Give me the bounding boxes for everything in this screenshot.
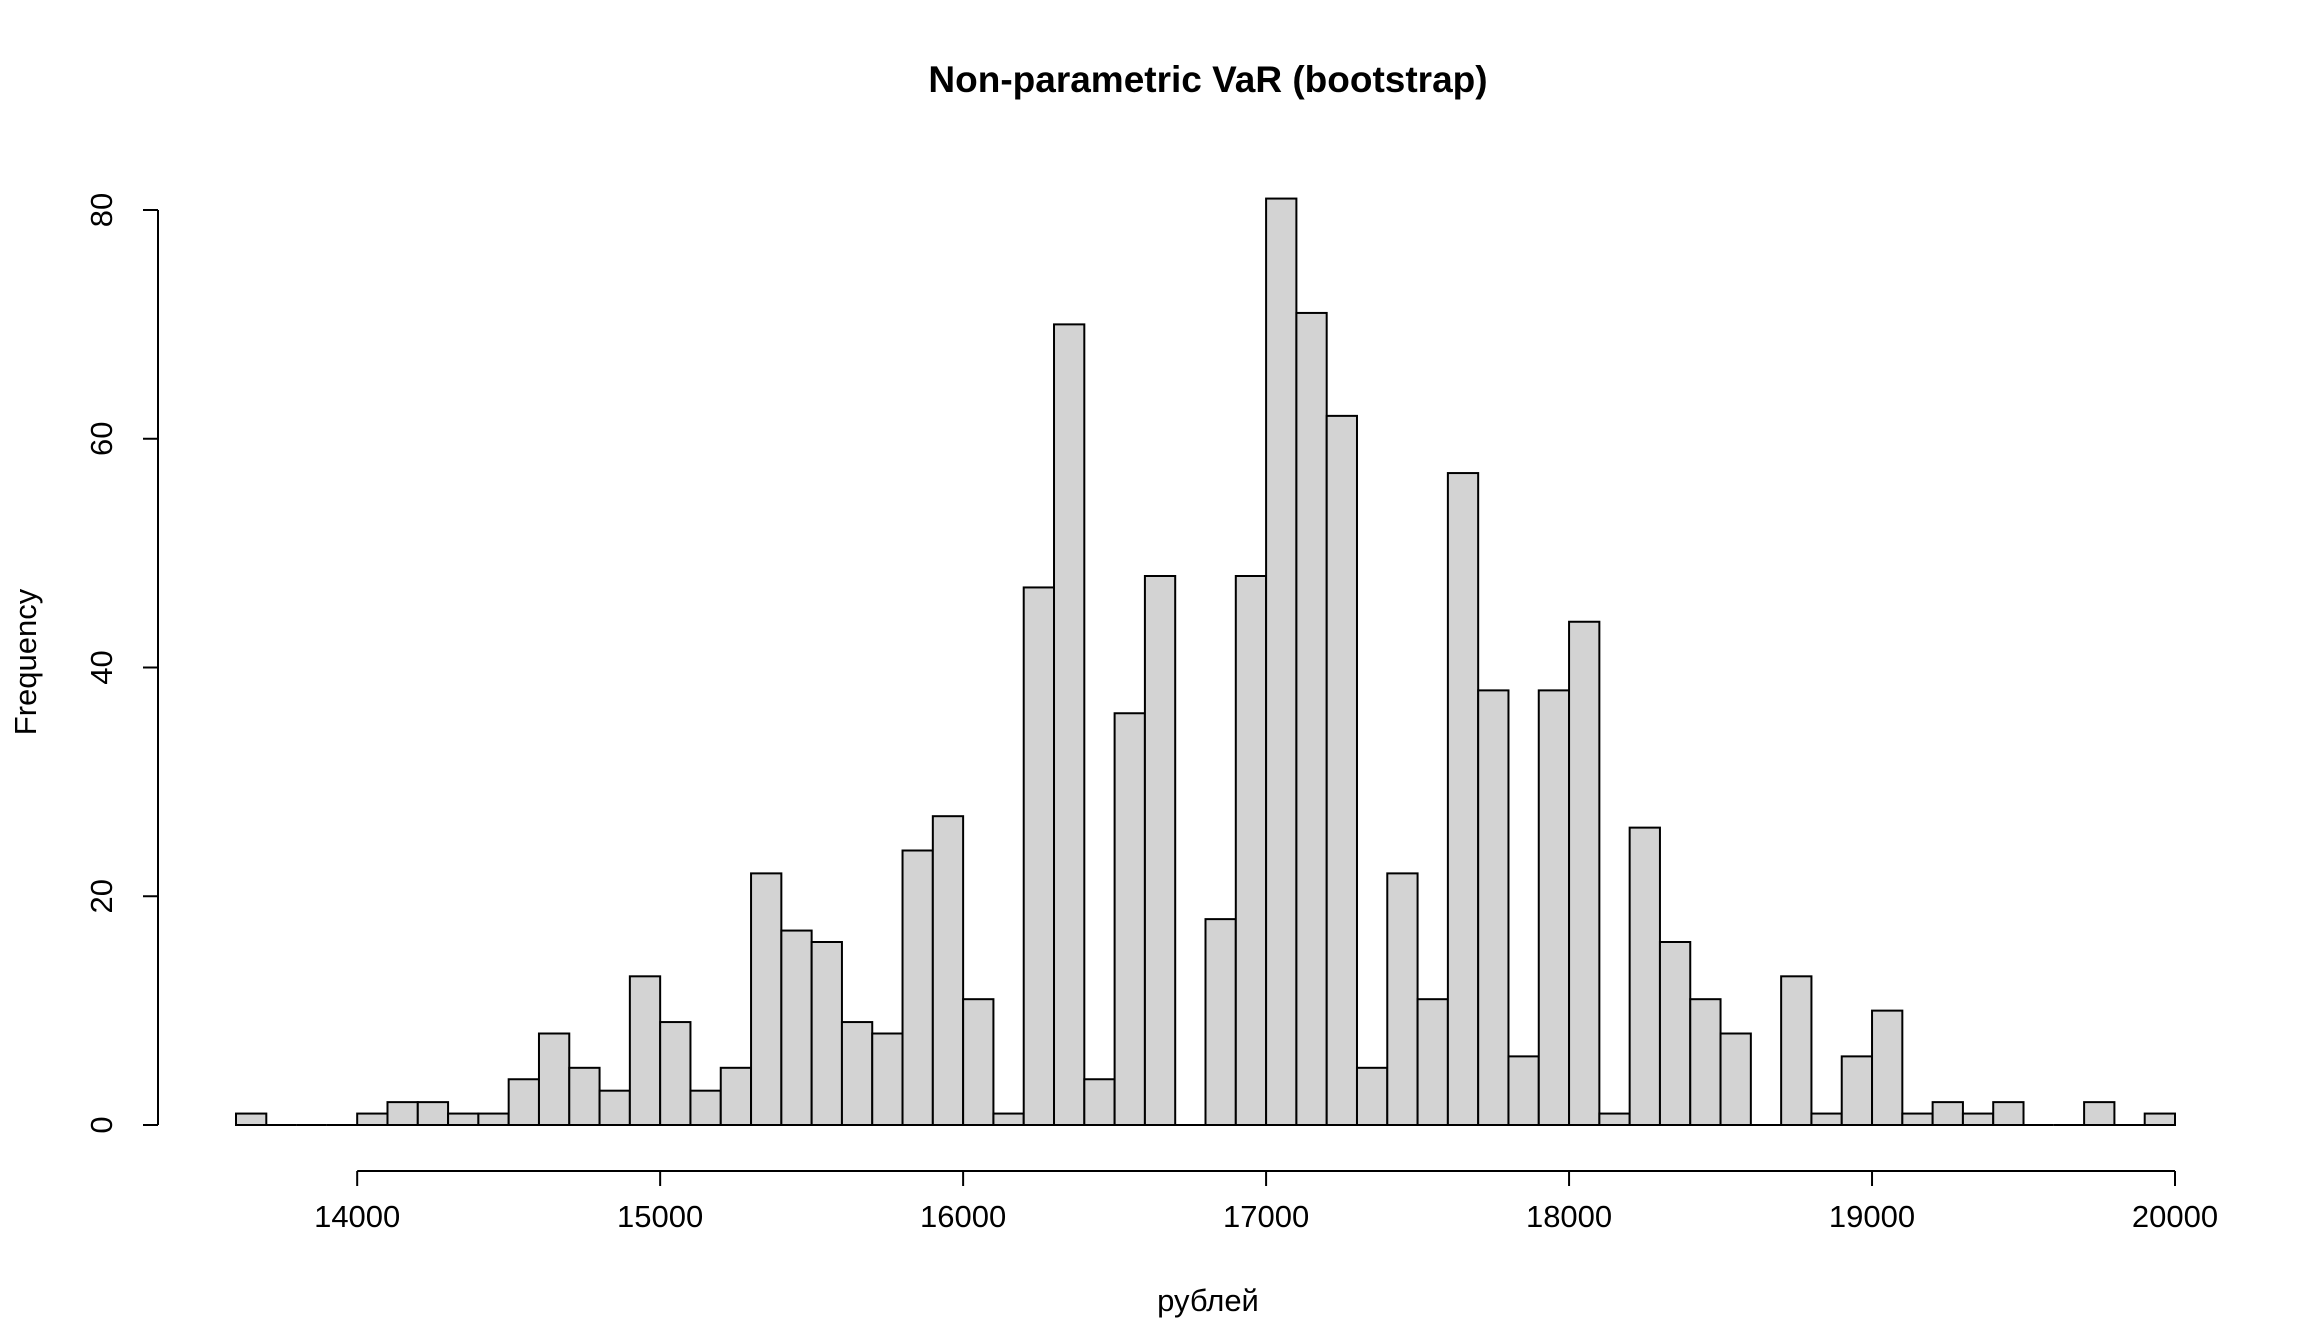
y-tick-label: 20 — [84, 879, 119, 913]
histogram-bar — [901, 849, 934, 1126]
histogram-bar — [1022, 586, 1056, 1126]
histogram-bar — [1477, 689, 1510, 1126]
histogram-bar — [386, 1101, 419, 1126]
histogram-bar — [235, 1112, 268, 1126]
x-tick-label: 20000 — [2132, 1199, 2218, 1234]
histogram-bar — [1658, 941, 1692, 1126]
histogram-bar — [416, 1101, 450, 1126]
y-tick-label: 0 — [84, 1116, 119, 1133]
histogram-bar — [2143, 1112, 2176, 1126]
histogram-bar — [659, 1021, 692, 1126]
histogram-bar — [1810, 1112, 1843, 1126]
histogram-bar — [1295, 311, 1328, 1126]
histogram-bar — [1628, 826, 1661, 1126]
histogram-bar — [1840, 1055, 1874, 1126]
histogram-bar — [568, 1066, 601, 1126]
histogram-bar — [750, 872, 783, 1126]
y-tick-label: 40 — [84, 650, 119, 684]
histogram-bar — [598, 1089, 631, 1126]
histogram-bar — [871, 1032, 904, 1126]
histogram-bar — [1265, 197, 1298, 1126]
x-tick-label: 14000 — [314, 1199, 400, 1234]
histogram-bar — [628, 975, 662, 1126]
histogram-bar — [992, 1112, 1025, 1126]
histogram-bar — [1355, 1066, 1389, 1126]
histogram-bar — [1234, 575, 1268, 1126]
y-axis: 0 20 40 60 80 — [84, 193, 159, 1134]
histogram-bar — [1568, 620, 1601, 1126]
histogram-bar — [2083, 1101, 2116, 1126]
histogram-bar — [840, 1021, 874, 1126]
histogram-bar — [1992, 1101, 2025, 1126]
histogram-bar — [1325, 414, 1358, 1126]
histogram-bar — [1416, 998, 1449, 1126]
histogram-bar — [1083, 1078, 1116, 1126]
histogram-bar — [1931, 1101, 1964, 1126]
histogram-bar — [1204, 918, 1237, 1126]
y-tick-label: 60 — [84, 422, 119, 456]
histogram-bar — [1598, 1112, 1631, 1126]
histogram-bar — [1113, 712, 1146, 1126]
x-tick-label: 16000 — [920, 1199, 1006, 1234]
histogram-bar — [1901, 1112, 1934, 1126]
histogram-bar — [1961, 1112, 1995, 1126]
histogram-bar — [1689, 998, 1722, 1126]
x-tick-label: 19000 — [1829, 1199, 1915, 1234]
histogram-bar — [1386, 872, 1419, 1126]
histogram-bar — [356, 1112, 389, 1126]
histogram-bar — [477, 1112, 510, 1126]
x-tick-label: 15000 — [617, 1199, 703, 1234]
bars-group — [235, 197, 2176, 1126]
histogram-bar — [447, 1112, 480, 1126]
histogram-bar — [780, 929, 813, 1126]
x-tick-label: 18000 — [1526, 1199, 1612, 1234]
histogram-bar — [1871, 1009, 1904, 1126]
histogram-bar — [1780, 975, 1813, 1126]
histogram-bar — [1143, 575, 1177, 1126]
histogram-bar — [1053, 323, 1086, 1126]
x-axis-label: рублей — [1157, 1283, 1259, 1318]
histogram-bar — [931, 815, 965, 1126]
y-tick-label: 80 — [84, 193, 119, 227]
histogram-bar — [1537, 689, 1571, 1126]
histogram-bar — [1507, 1055, 1540, 1126]
histogram-bar — [810, 941, 843, 1126]
histogram-bar — [1719, 1032, 1752, 1126]
histogram-bar — [1446, 472, 1480, 1126]
chart-title: Non-parametric VaR (bootstrap) — [928, 59, 1487, 100]
histogram-bar — [962, 998, 995, 1126]
y-axis-label: Frequency — [8, 588, 43, 735]
histogram-bar — [507, 1078, 540, 1126]
x-tick-label: 17000 — [1223, 1199, 1309, 1234]
histogram-bar — [537, 1032, 571, 1126]
x-axis: 14000 15000 16000 17000 18000 19000 20000 — [314, 1170, 2218, 1234]
histogram-bar — [689, 1089, 722, 1126]
histogram-bar — [719, 1066, 753, 1126]
